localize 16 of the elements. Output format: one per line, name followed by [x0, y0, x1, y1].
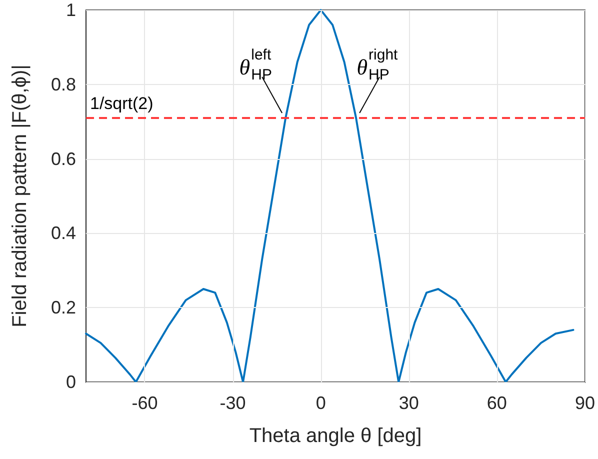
x-tick-label: 60	[486, 393, 507, 413]
x-tick-label: 90	[574, 393, 596, 413]
y-tick-label: 0.2	[50, 298, 76, 318]
y-tick-label: 0.8	[50, 74, 76, 94]
x-tick-label: 0	[316, 393, 326, 413]
y-tick-label: 0	[66, 372, 76, 392]
x-tick-label: 30	[398, 393, 419, 413]
x-tick-label: -60	[132, 393, 158, 413]
x-axis-title: Theta angle θ [deg]	[249, 425, 422, 447]
ref-line-label: 1/sqrt(2)	[90, 94, 154, 113]
x-tick-label: -30	[220, 393, 246, 413]
y-tick-label: 0.4	[50, 223, 76, 244]
y-tick-label: 1	[66, 0, 76, 20]
y-axis-title: Field radiation pattern |F(θ,ϕ)|	[9, 64, 31, 328]
y-tick-label: 0.6	[50, 148, 76, 169]
line-series	[85, 9, 574, 383]
